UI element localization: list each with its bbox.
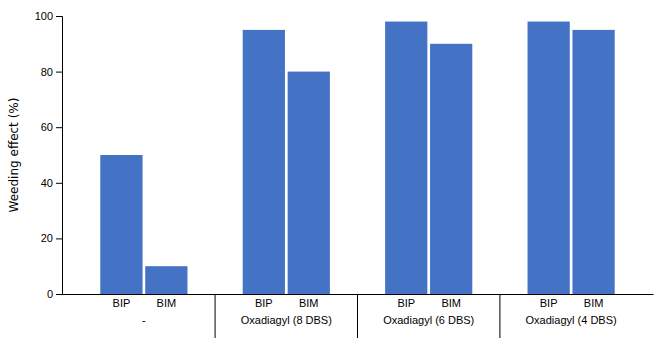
bar: [243, 30, 285, 294]
bar: [572, 30, 614, 294]
series-tick: BIP: [113, 294, 131, 309]
y-tick-label: 60: [41, 121, 53, 133]
series-tick: BIM: [299, 294, 319, 309]
x-tick: -: [142, 294, 146, 326]
series-label: BIP: [255, 297, 273, 309]
group-label: Oxadiagyl (8 DBS): [241, 314, 332, 326]
series-tick: BIP: [540, 294, 558, 309]
y-axis: 0 20 40 60 80 100: [35, 10, 63, 300]
y-tick-mark: [56, 16, 62, 17]
plot: 0 20 40 60 80 100 Weeding effect (%) - Oxadiagyl…: [7, 10, 654, 338]
series-axis: BIP BIM: [255, 294, 319, 309]
series-label: BIP: [397, 297, 415, 309]
y-tick: 80: [41, 66, 62, 78]
series-label: BIP: [113, 297, 131, 309]
group-separator: [499, 294, 500, 338]
series-axis: BIP BIM: [540, 294, 604, 309]
y-tick: 100: [35, 10, 62, 22]
y-tick-mark: [56, 238, 62, 239]
series-tick: BIP: [255, 294, 273, 309]
bars: [100, 22, 614, 294]
series-tick: BIM: [584, 294, 604, 309]
series-tick: BIM: [441, 294, 461, 309]
y-tick-mark: [56, 294, 62, 295]
x-tick: Oxadiagyl (8 DBS): [241, 294, 332, 326]
y-tick-label: 20: [41, 232, 53, 244]
x-tick: Oxadiagyl (6 DBS): [383, 294, 474, 326]
group-label: Oxadiagyl (6 DBS): [383, 314, 474, 326]
y-axis-title: Weeding effect (%): [7, 98, 21, 213]
bar: [528, 22, 570, 294]
series-label: BIM: [584, 297, 604, 309]
group-label: Oxadiagyl (4 DBS): [526, 314, 617, 326]
series-tick: BIP: [397, 294, 415, 309]
chart: 0 20 40 60 80 100 Weeding effect (%) - Oxadiagyl…: [0, 0, 669, 354]
series-label: BIM: [299, 297, 319, 309]
series-tick: BIM: [157, 294, 177, 309]
y-tick-label: 80: [41, 66, 53, 78]
bar: [430, 44, 472, 294]
y-tick: 60: [41, 121, 62, 133]
y-axis-line: [56, 17, 63, 295]
bar: [145, 266, 187, 294]
series-axis: BIP BIM: [397, 294, 461, 309]
x-tick: Oxadiagyl (4 DBS): [526, 294, 617, 326]
y-tick-label: 40: [41, 177, 53, 189]
series-axis: BIP BIM: [113, 294, 177, 309]
y-tick: 40: [41, 177, 62, 189]
bar: [288, 72, 330, 294]
series-label: BIM: [157, 297, 177, 309]
group-separator: [357, 294, 358, 338]
y-tick-mark: [56, 72, 62, 73]
y-tick-mark: [56, 183, 62, 184]
y-tick: 0: [47, 288, 62, 300]
series-label: BIM: [441, 297, 461, 309]
group-separator: [215, 294, 216, 338]
group-label: -: [142, 314, 146, 326]
y-tick-label: 100: [35, 10, 53, 22]
bar: [385, 22, 427, 294]
y-tick-label: 0: [47, 288, 53, 300]
series-label: BIP: [540, 297, 558, 309]
y-tick-mark: [56, 127, 62, 128]
y-tick: 20: [41, 232, 62, 244]
bar: [100, 155, 142, 294]
